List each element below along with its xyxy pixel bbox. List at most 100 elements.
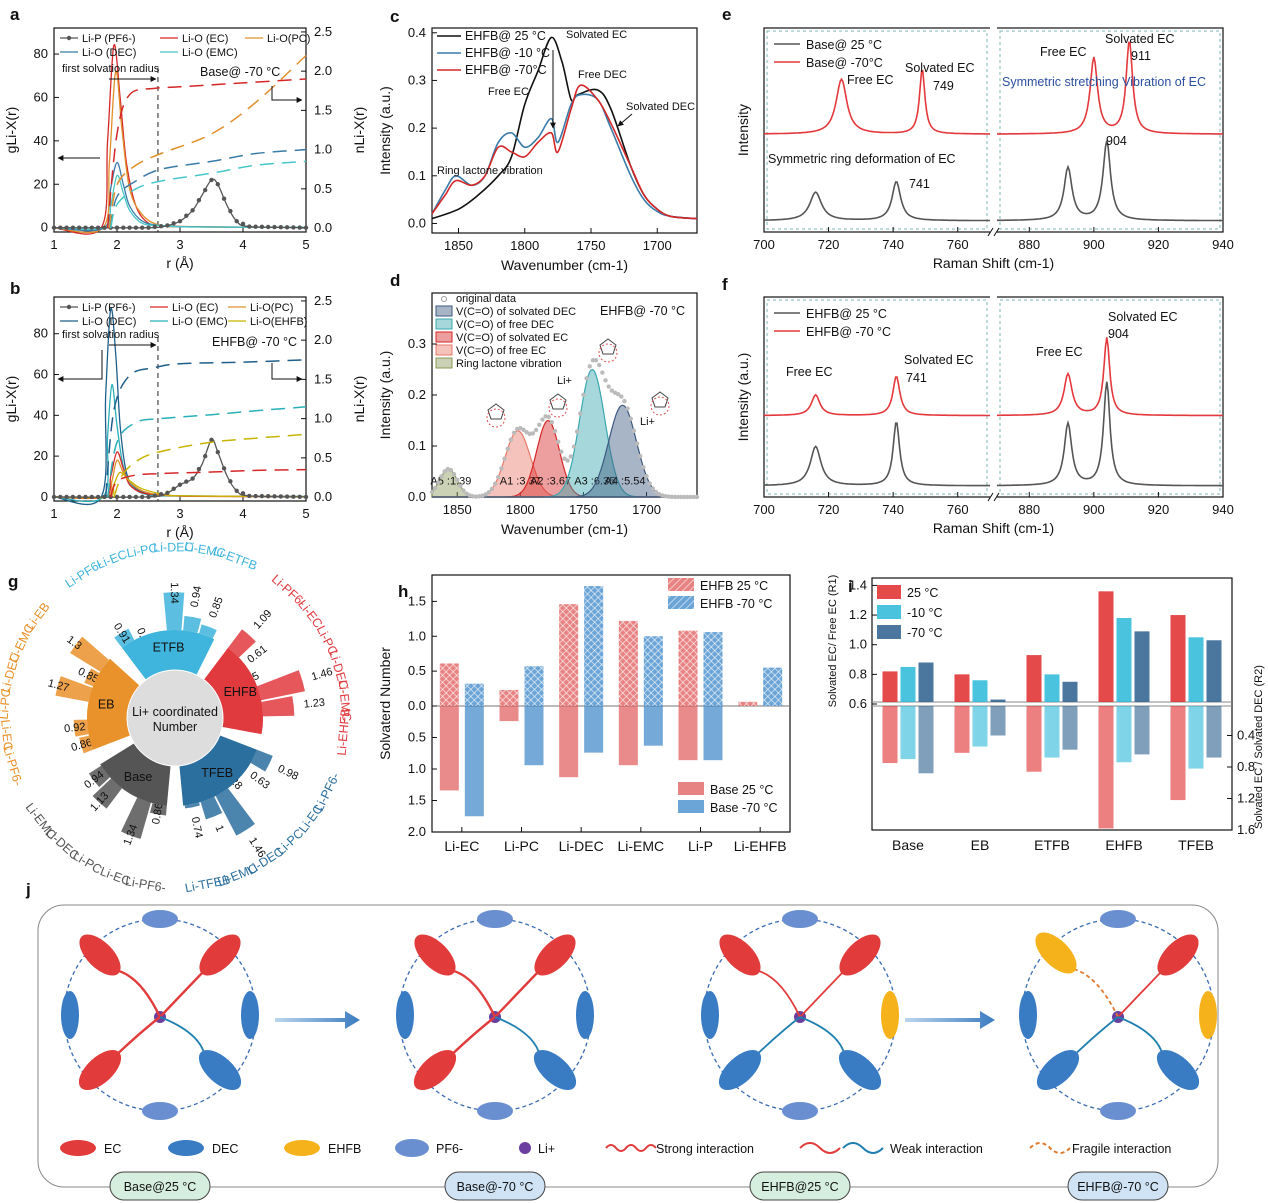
annotation: Solvated EC xyxy=(905,61,974,75)
bar-r1 xyxy=(1026,655,1042,702)
original-data-point xyxy=(675,494,681,500)
original-data-point xyxy=(574,429,580,434)
li-p-marker xyxy=(234,488,239,493)
pf6-anion xyxy=(782,910,818,928)
x-tick-label: 5 xyxy=(302,506,309,521)
category-label: Li-TFEB xyxy=(184,873,232,896)
li-p-marker xyxy=(146,225,151,230)
state-label: Base@-70 °C xyxy=(457,1180,534,1194)
inner-frame-right xyxy=(999,299,1221,495)
li-p-marker xyxy=(272,224,277,230)
legend-strong xyxy=(605,1144,657,1152)
original-data-point xyxy=(555,439,561,444)
series-line xyxy=(109,148,307,229)
li-p-marker xyxy=(291,225,296,230)
interaction-link xyxy=(114,968,162,1018)
original-data-point xyxy=(455,477,460,483)
x-tick-label: 1850 xyxy=(444,238,473,253)
bar-r1 xyxy=(918,662,934,702)
bar-r1 xyxy=(882,671,898,702)
original-data-point xyxy=(458,483,463,489)
ehfb-molecule xyxy=(1035,932,1077,974)
li-p-marker xyxy=(95,494,101,500)
schematic-frame xyxy=(37,904,1219,1188)
y-tick-label: 1.4 xyxy=(849,577,867,592)
group-sector xyxy=(179,735,258,806)
li-p-marker xyxy=(95,225,101,230)
legend-swatch xyxy=(435,318,453,330)
bar-hatch xyxy=(524,666,544,706)
transition-arrow xyxy=(905,1011,995,1029)
y-tick-label: 0.0 xyxy=(408,489,426,504)
bar-hatch xyxy=(618,620,638,706)
first-solvation-radius-label: first solvation radius xyxy=(62,329,160,341)
original-data-point xyxy=(603,378,608,383)
series-line xyxy=(106,78,307,229)
original-data-point xyxy=(625,406,630,411)
ec-molecule xyxy=(719,934,761,976)
x-tick-label: Li-PC xyxy=(504,838,539,854)
interaction-link xyxy=(754,1016,801,1057)
bar-r2 xyxy=(972,706,988,747)
li-p-marker xyxy=(247,224,252,229)
original-data-point xyxy=(593,358,599,363)
annotation: Free DEC xyxy=(578,69,627,81)
radial-bar xyxy=(228,629,256,658)
bar xyxy=(464,706,484,817)
legend-label: Strong interaction xyxy=(656,1142,754,1156)
y-axis-label: Intensity (a.u.) xyxy=(735,353,751,442)
x-tick-label: EHFB xyxy=(1105,837,1142,853)
x-tick-label: 3 xyxy=(176,237,183,252)
annotation: Symmetric ring deformation of EC xyxy=(768,152,956,166)
original-data-point xyxy=(508,437,514,442)
y-tick-label: 0.3 xyxy=(408,72,426,87)
li-label: Li+ xyxy=(640,416,655,428)
coordination-circle xyxy=(548,398,568,418)
panel-letter-f: f xyxy=(722,275,728,294)
legend-ehfb xyxy=(284,1140,320,1156)
y-tick-label: 0.5 xyxy=(408,663,426,678)
bar-hatch xyxy=(703,632,723,706)
radial-bar xyxy=(88,765,110,788)
panel-letter-d: d xyxy=(390,271,400,290)
peak-area-label: A3 :6.35 xyxy=(574,475,615,487)
li-p-marker xyxy=(158,492,164,497)
y-tick-label: 2.5 xyxy=(314,293,332,308)
radial-bar xyxy=(114,628,135,648)
group-label: Base xyxy=(124,770,153,784)
radial-bar xyxy=(73,719,89,737)
interaction-link xyxy=(449,1016,496,1058)
y-axis-label: Intensity (a.u.) xyxy=(377,86,393,175)
bar xyxy=(678,706,698,761)
li-p-marker xyxy=(127,494,132,500)
interaction-link xyxy=(114,1016,161,1058)
original-data-point xyxy=(546,414,551,420)
x-tick-label: 740 xyxy=(882,237,904,252)
original-data-point xyxy=(483,492,488,497)
li-p-marker xyxy=(51,225,57,230)
y-tick-label: 0.0 xyxy=(408,698,426,713)
annotation: Solvated EC xyxy=(566,29,627,41)
interaction-link xyxy=(449,968,497,1018)
bar-hatch xyxy=(763,667,783,706)
bar-r1 xyxy=(1134,631,1150,702)
y-tick-label: 80 xyxy=(34,326,48,341)
li-p-marker xyxy=(165,490,170,496)
bar-r2 xyxy=(1188,706,1204,769)
legend-swatch xyxy=(678,782,704,795)
li-p-marker xyxy=(253,224,258,229)
panel-i: 0.6 0.8 1.0 1.2 1.4 0.4 0.8 1.2 1.6 Solvated EC/ … xyxy=(827,575,1265,853)
y-tick-label: 1.0 xyxy=(849,637,867,652)
legend-swatch xyxy=(877,605,901,619)
inner-frame-right xyxy=(999,30,1221,230)
x-tick-label: 920 xyxy=(1148,502,1170,517)
x-tick-label: 760 xyxy=(947,237,969,252)
bar-r1 xyxy=(1188,637,1204,702)
bar-value-label: 1.27 xyxy=(46,677,70,694)
original-data-point xyxy=(597,362,602,368)
y-tick-label: 1.5 xyxy=(314,102,332,117)
state-label: Base@25 °C xyxy=(124,1180,197,1194)
li-p-marker xyxy=(152,224,157,230)
radial-bar xyxy=(163,592,185,631)
axis-break-mark xyxy=(993,492,1000,502)
